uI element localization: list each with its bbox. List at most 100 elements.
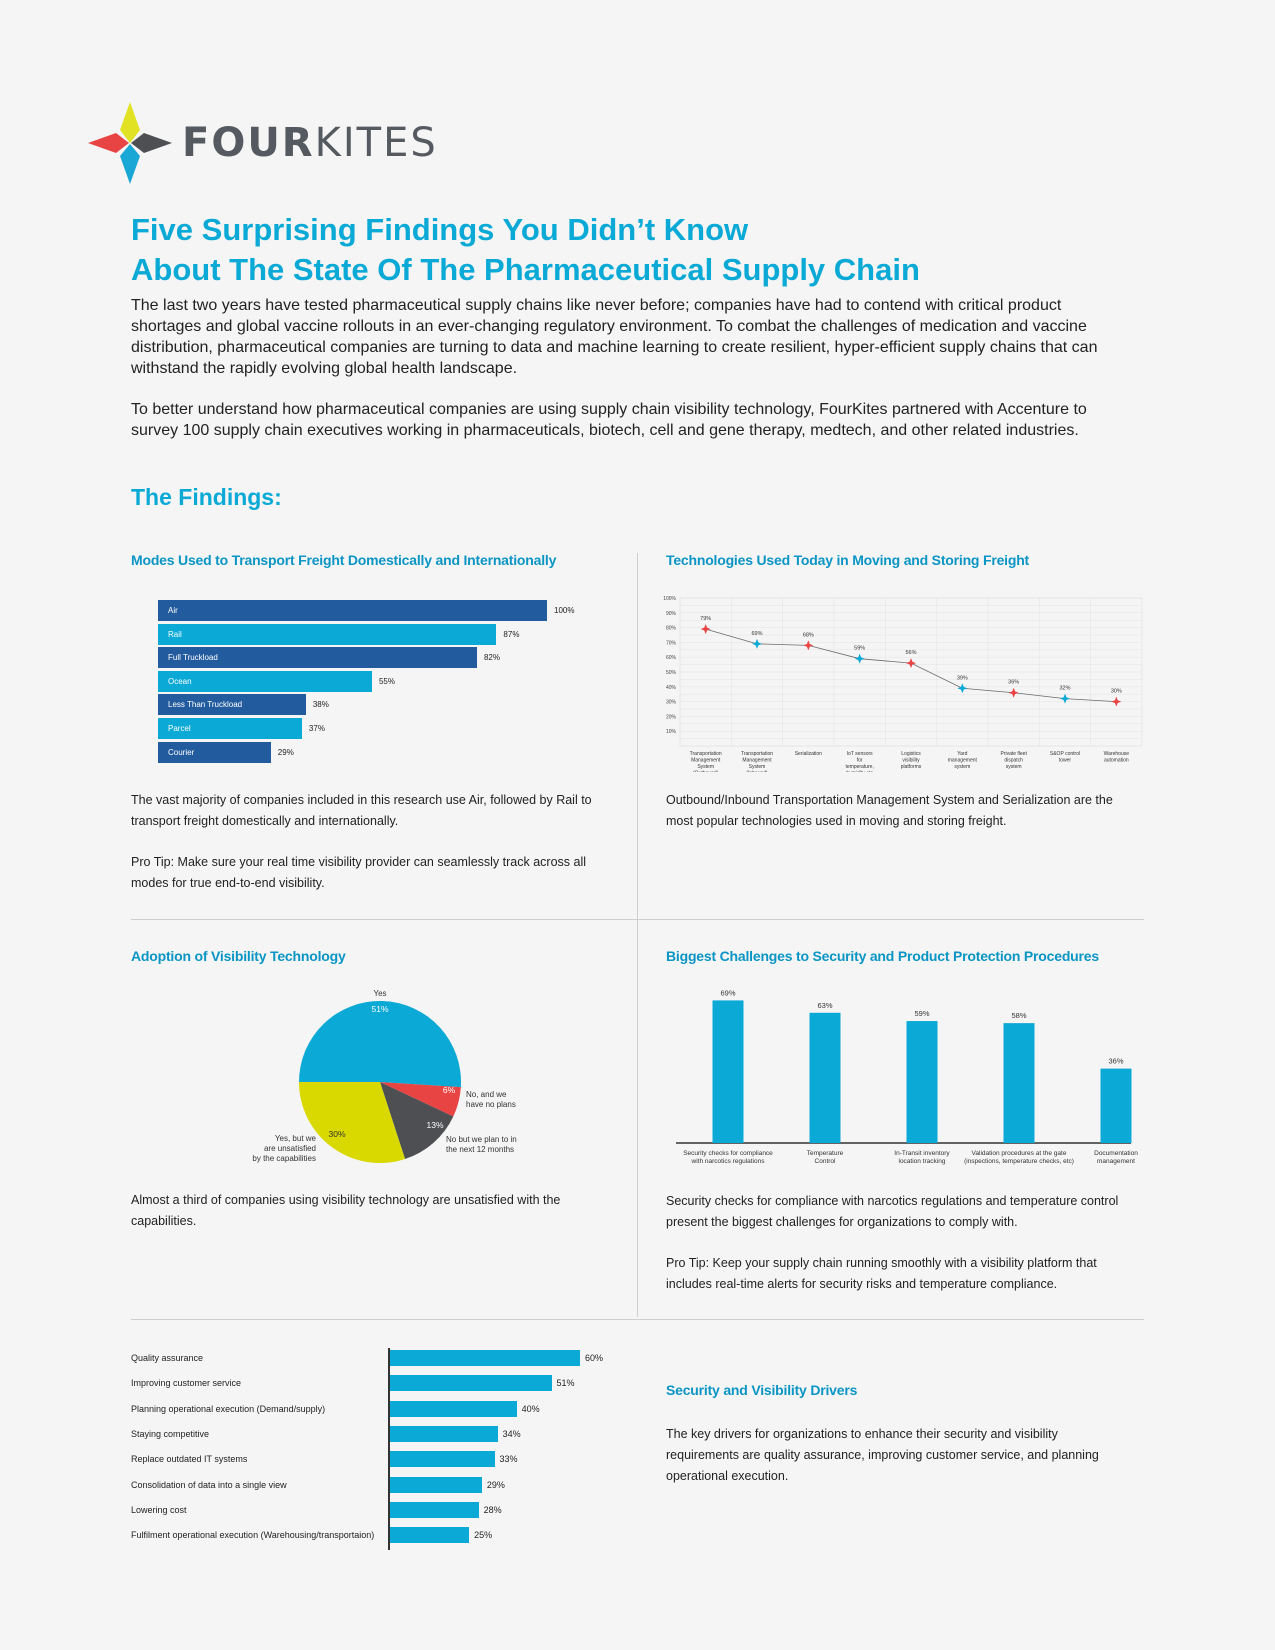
data-point	[1060, 693, 1070, 704]
data-point	[854, 653, 865, 664]
bar-value-label: 69%	[720, 988, 735, 997]
challenge-bar	[712, 1000, 744, 1143]
challenge-bar	[809, 1012, 841, 1143]
x-category-label: tower	[1059, 758, 1072, 764]
modes-bar: Rail	[158, 623, 497, 645]
slice-value-label: 13%	[426, 1120, 443, 1130]
adoption-section-title: Adoption of Visibility Technology	[131, 948, 346, 964]
tech-summary-text: Outbound/Inbound Transportation Manageme…	[666, 793, 1113, 828]
x-category-label: system	[1006, 764, 1022, 770]
modes-bar-value: 82%	[483, 653, 500, 663]
x-category-label: with narcotics regulations	[691, 1158, 766, 1165]
slice-value-label: 6%	[443, 1085, 456, 1095]
modes-section-title: Modes Used to Transport Freight Domestic…	[131, 552, 557, 568]
modes-bar-value: 37%	[308, 724, 325, 733]
modes-bar-value: 29%	[277, 747, 294, 757]
modes-bar-value: 87%	[503, 629, 520, 639]
data-label: 30%	[1111, 689, 1122, 695]
x-category-label: for	[857, 758, 863, 764]
modes-bar-value: 38%	[312, 700, 329, 710]
data-label: 36%	[1008, 680, 1019, 686]
technologies-line-chart: 10% 20% 30% 40% 50% 60% 70% 80% 90% 100% 79% Transp…	[663, 596, 1143, 773]
fourkites-logo-icon	[88, 102, 172, 184]
driver-bar-value: 40%	[521, 1403, 540, 1414]
bar-value-label: 59%	[914, 1009, 929, 1018]
x-category-label: IoT sensors	[847, 751, 874, 757]
driver-bar	[390, 1451, 495, 1468]
drivers-summary-text: The key drivers for organizations to enh…	[666, 1427, 1099, 1483]
data-label: 79%	[700, 616, 711, 622]
pie-slice	[299, 1082, 406, 1163]
driver-bar	[390, 1425, 498, 1442]
y-tick-label: 60%	[666, 655, 677, 661]
driver-bar-value: 51%	[556, 1378, 575, 1389]
driver-bar	[390, 1350, 580, 1366]
data-point	[700, 624, 711, 635]
x-category-label: platforms	[901, 764, 922, 770]
driver-category-label: Consolidation of data into a single view	[131, 1479, 287, 1490]
y-tick-label: 30%	[666, 700, 677, 706]
bar-value-label: 36%	[1108, 1057, 1123, 1066]
driver-bar-value: 28%	[483, 1504, 502, 1515]
data-point	[906, 658, 916, 669]
challenges-section-title: Biggest Challenges to Security and Produ…	[666, 948, 1099, 964]
x-category-label: Transportation	[741, 751, 773, 757]
x-category-label: Transportation	[690, 751, 722, 757]
adoption-summary-text: Almost a third of companies using visibi…	[131, 1193, 561, 1228]
slice-category-label: Yes	[373, 989, 386, 998]
slice-value-label: 51%	[371, 1004, 388, 1014]
modes-bar: Ocean	[158, 670, 372, 692]
driver-bar	[390, 1400, 517, 1417]
x-category-label: Documentation	[1094, 1150, 1138, 1157]
driver-category-label: Lowering cost	[131, 1504, 187, 1515]
slice-category-label: Yes, but we	[275, 1134, 317, 1143]
slice-category-label: by the capabilities	[252, 1154, 316, 1163]
x-category-label: Logistics	[901, 751, 921, 757]
x-category-label: Serialization	[795, 751, 822, 757]
modes-bar: Air	[158, 600, 547, 621]
modes-bar-value: 100%	[554, 606, 575, 615]
data-point	[1008, 687, 1019, 698]
drivers-section-title: Security and Visibility Drivers	[666, 1382, 858, 1398]
intro-paragraph-2: To better understand how pharmaceutical …	[131, 401, 1087, 439]
driver-category-label: Improving customer service	[131, 1378, 242, 1389]
x-category-label: humidity etc	[846, 771, 873, 773]
x-category-label: (Inbound)	[746, 771, 768, 773]
x-category-label: visibility	[902, 758, 920, 764]
data-point	[752, 638, 762, 649]
y-tick-label: 20%	[666, 714, 677, 720]
findings-heading: The Findings:	[131, 484, 282, 510]
challenge-bar	[1100, 1068, 1132, 1143]
intro-paragraph-1: The last two years have tested pharmaceu…	[131, 297, 1098, 377]
x-category-label: Control	[815, 1158, 837, 1165]
challenges-pro-tip-text: Pro Tip: Keep your supply chain running …	[666, 1256, 1097, 1291]
bar-value-label: 63%	[817, 1001, 832, 1010]
pie-slice	[299, 1000, 461, 1088]
x-category-label: Validation procedures at the gate	[972, 1150, 1067, 1157]
x-category-label: Temperature	[807, 1150, 844, 1157]
x-category-label: Security checks for compliance	[683, 1150, 773, 1157]
x-category-label: management	[948, 758, 978, 764]
data-label: 68%	[803, 632, 814, 638]
row-divider-2	[131, 1319, 1144, 1320]
driver-category-label: Replace outdated IT systems	[131, 1454, 248, 1465]
x-category-label: location tracking	[899, 1158, 946, 1165]
x-category-label: management	[1097, 1158, 1135, 1165]
y-tick-label: 80%	[666, 626, 677, 632]
data-point	[803, 640, 814, 651]
driver-bar	[390, 1527, 470, 1544]
slice-category-label: No, and we	[466, 1090, 507, 1099]
x-category-label: temperature,	[845, 764, 873, 770]
driver-bar-value: 34%	[502, 1428, 521, 1439]
modes-pro-tip-text: Pro Tip: Make sure your real time visibi…	[131, 855, 587, 890]
driver-category-label: Quality assurance	[131, 1353, 204, 1363]
drivers-axis-line	[388, 1348, 390, 1551]
driver-bar-value: 29%	[486, 1479, 505, 1490]
driver-bar	[390, 1501, 479, 1518]
challenge-bar	[1003, 1023, 1035, 1143]
y-tick-label: 10%	[666, 729, 677, 735]
x-category-label: S&OP control	[1050, 751, 1080, 757]
x-category-label: Yard	[957, 751, 967, 757]
